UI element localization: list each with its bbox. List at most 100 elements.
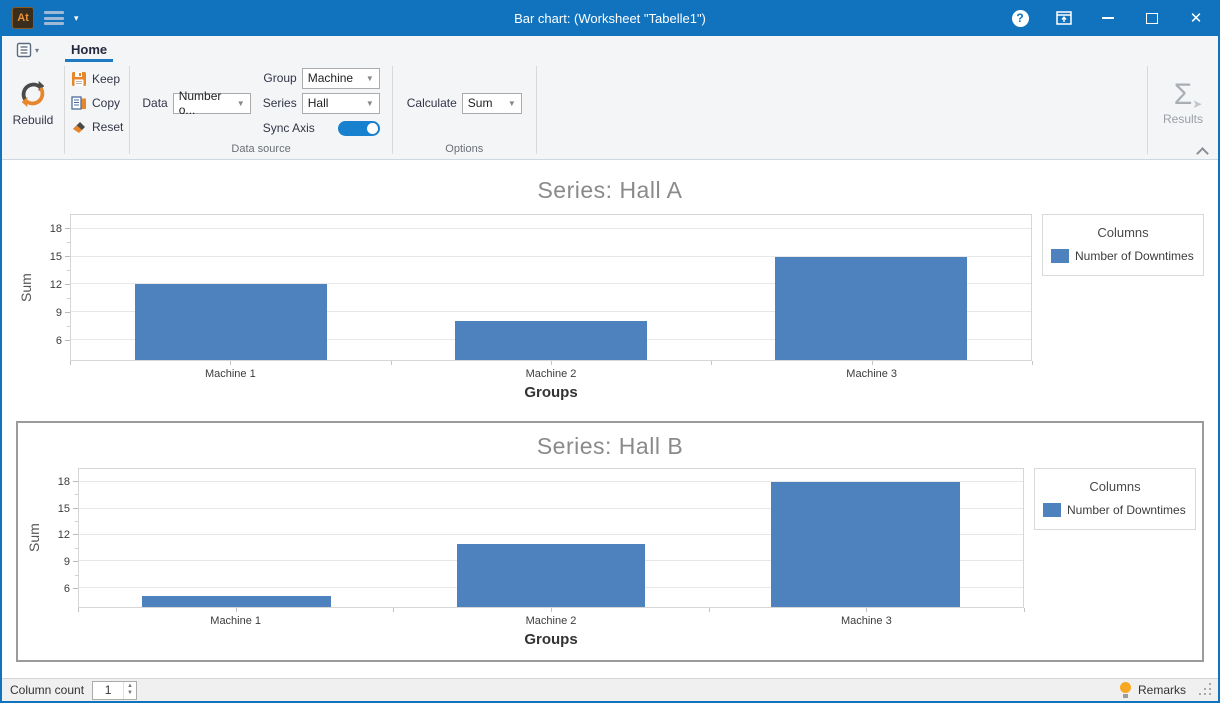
calculate-combobox[interactable]: Sum ▼ — [461, 92, 522, 114]
hamburger-menu-icon[interactable] — [44, 11, 64, 25]
group-combobox[interactable]: Machine ▼ — [301, 67, 380, 89]
y-tick-label: 18 — [49, 222, 62, 235]
save-icon — [72, 72, 86, 86]
data-combobox[interactable]: Number o... ▼ — [172, 89, 251, 117]
collapse-ribbon-icon[interactable] — [1196, 147, 1208, 155]
resize-grip[interactable] — [1199, 683, 1212, 696]
menu-dropdown-icon[interactable]: ▾ — [74, 12, 79, 23]
x-category-label: Machine 1 — [210, 615, 262, 627]
ribbon: ▾ Home Rebuild — [2, 36, 1218, 160]
plot-area — [70, 214, 1032, 361]
y-minor-tick-mark — [75, 521, 78, 523]
chevron-down-icon: ▼ — [507, 98, 516, 108]
reset-button[interactable]: Reset — [71, 117, 123, 137]
series-combobox[interactable]: Hall ▼ — [301, 92, 380, 114]
ribbon-group-label-data-source: Data source — [231, 143, 291, 155]
reset-label: Reset — [92, 120, 124, 134]
column-count-stepper[interactable]: 1 ▲ ▼ — [92, 680, 137, 700]
group-field-label: Group — [263, 71, 297, 85]
app-icon[interactable]: At — [12, 7, 34, 29]
minimize-button[interactable] — [1086, 0, 1130, 36]
y-minor-tick-mark — [67, 325, 70, 327]
x-tick-mark — [711, 361, 713, 365]
close-button[interactable]: ✕ — [1174, 0, 1218, 36]
legend: Columns Number of Downtimes — [1034, 468, 1196, 530]
plot-wrap: Machine 1 Machine 2 Machine 3 Groups — [70, 214, 1033, 401]
x-tick-mark — [871, 361, 873, 365]
minimize-icon — [1102, 17, 1114, 19]
x-tick-mark — [551, 608, 552, 612]
results-button[interactable]: Σ ➤ Results — [1152, 78, 1214, 127]
data-combobox-value: Number o... — [178, 89, 222, 117]
x-tick-mark — [78, 608, 79, 612]
spinner-up-icon[interactable]: ▲ — [127, 683, 133, 689]
bar-machine-2[interactable] — [456, 543, 646, 607]
series-combobox-value: Hall — [307, 96, 329, 110]
gridline — [71, 310, 1031, 312]
rebuild-button[interactable]: Rebuild — [6, 77, 60, 129]
x-category-label: Machine 2 — [525, 368, 577, 380]
bar-machine-2[interactable] — [455, 321, 647, 360]
reset-eraser-icon — [73, 122, 85, 133]
legend-item[interactable]: Number of Downtimes — [1051, 249, 1195, 263]
column-count-value: 1 — [104, 682, 112, 697]
y-tick-label: 18 — [57, 475, 70, 488]
chart-panel-hall-b[interactable]: Series: Hall B Sum 6 9 12 15 18 Machine 1 Machin… — [16, 421, 1204, 662]
rebuild-icon — [21, 80, 45, 108]
chart-body: Sum 6 9 12 15 18 Machine 1 Machine 2 Machine 3 Gr… — [10, 214, 1210, 401]
ribbon-group-options: Calculate Sum ▼ Options — [397, 64, 532, 158]
legend-series-name: Number of Downtimes — [1075, 249, 1194, 263]
spinner-down-icon[interactable]: ▼ — [127, 690, 133, 696]
titlebar: Bar chart: (Worksheet "Tabelle1") At ▾ ?… — [2, 0, 1218, 36]
y-tick-label: 9 — [55, 306, 62, 319]
plot-area — [78, 468, 1024, 608]
legend-series-name: Number of Downtimes — [1067, 503, 1186, 517]
x-axis-ticks — [70, 361, 1033, 366]
remarks-button[interactable]: Remarks — [1137, 683, 1186, 697]
ribbon-separator — [535, 66, 537, 154]
x-axis-labels: Machine 1 Machine 2 Machine 3 — [78, 613, 1024, 627]
maximize-button[interactable] — [1130, 0, 1174, 36]
copy-button[interactable]: Copy — [71, 93, 123, 113]
chevron-down-icon: ▼ — [236, 98, 245, 108]
ribbon-group-clipboard: Keep Copy — [69, 64, 125, 158]
legend-item[interactable]: Number of Downtimes — [1043, 503, 1187, 517]
bar-machine-3[interactable] — [775, 256, 967, 360]
legend-column: Columns Number of Downtimes — [1024, 468, 1196, 530]
help-button[interactable]: ? — [998, 0, 1042, 36]
group-combobox-value: Machine — [307, 71, 354, 85]
y-tick-label: 6 — [63, 582, 70, 595]
ribbon-app-menu-button[interactable]: ▾ — [16, 42, 39, 58]
calculate-combobox-value: Sum — [467, 96, 493, 110]
y-minor-tick-mark — [67, 297, 70, 299]
bar-machine-3[interactable] — [771, 482, 961, 607]
y-tick-label: 12 — [57, 529, 70, 542]
y-tick-mark — [65, 283, 70, 285]
chart-body: Sum 6 9 12 15 18 Machine 1 Machine 2 Machine 3 Gr… — [18, 468, 1202, 648]
gridline — [71, 227, 1031, 229]
gridline — [71, 283, 1031, 285]
x-tick-mark — [708, 608, 710, 612]
legend-title: Columns — [1097, 225, 1149, 240]
legend-column: Columns Number of Downtimes — [1032, 214, 1204, 276]
tab-home[interactable]: Home — [65, 42, 114, 62]
plot-wrap: Machine 1 Machine 2 Machine 3 Groups — [78, 468, 1025, 648]
y-axis-ticks: 6 9 12 15 18 — [44, 468, 78, 608]
chevron-down-icon: ▾ — [35, 45, 40, 55]
sync-axis-toggle[interactable] — [337, 120, 380, 136]
bar-machine-1[interactable] — [135, 284, 327, 360]
x-tick-mark — [551, 361, 552, 365]
chart-title: Series: Hall B — [536, 433, 684, 459]
y-tick-label: 15 — [49, 250, 62, 263]
series-field-label: Series — [262, 96, 297, 110]
app-menu-icon — [16, 42, 32, 58]
lightbulb-icon — [1119, 682, 1132, 698]
chart-panel-hall-a[interactable]: Series: Hall A Sum 6 9 12 15 18 Machine 1 Machin… — [10, 165, 1210, 415]
bar-machine-1[interactable] — [141, 596, 331, 607]
ribbon-toggle-button[interactable] — [1042, 0, 1086, 36]
sigma-results-icon: Σ ➤ — [1173, 78, 1203, 111]
chart-area: Series: Hall A Sum 6 9 12 15 18 Machine 1 Machin… — [2, 160, 1218, 678]
y-tick-mark — [73, 534, 78, 536]
keep-button[interactable]: Keep — [71, 69, 123, 89]
chart-title: Series: Hall A — [537, 177, 683, 203]
